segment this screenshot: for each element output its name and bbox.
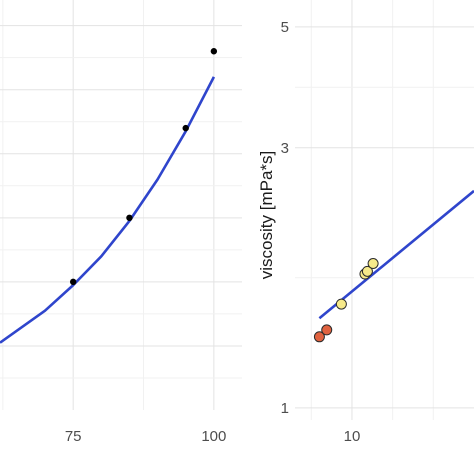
right-y-tick-label: 3 bbox=[281, 140, 289, 157]
left-points-group bbox=[69, 48, 218, 286]
y-axis-title: viscosity [mPa*s] bbox=[257, 151, 276, 279]
right-fit-line-group bbox=[318, 189, 474, 320]
left-fit-line-group bbox=[0, 76, 216, 344]
left-data-point bbox=[182, 124, 189, 132]
left-gridlines bbox=[0, 0, 242, 410]
left-data-point bbox=[69, 278, 77, 286]
left-data-point bbox=[126, 214, 133, 222]
right-data-point bbox=[361, 265, 373, 277]
right-chart-panel: 10 1 3 5 viscosity [mPa*s] bbox=[257, 0, 474, 445]
right-y-tick-labels: 1 3 5 bbox=[281, 19, 289, 417]
left-fit-line bbox=[0, 76, 216, 344]
right-points-group bbox=[313, 257, 379, 343]
left-chart-panel: 75 100 bbox=[0, 0, 242, 445]
left-x-tick-label: 75 bbox=[65, 428, 82, 445]
right-data-point bbox=[335, 298, 347, 310]
left-x-tick-label: 100 bbox=[201, 428, 226, 445]
right-x-tick-labels: 10 bbox=[344, 428, 361, 445]
right-data-point bbox=[321, 324, 333, 336]
right-y-tick-label: 1 bbox=[281, 400, 289, 417]
left-data-point bbox=[210, 48, 218, 55]
right-x-tick-label: 10 bbox=[344, 428, 361, 445]
right-data-point bbox=[367, 257, 379, 269]
left-x-tick-labels: 75 100 bbox=[65, 428, 227, 445]
right-gridlines bbox=[295, 0, 474, 420]
right-y-tick-label: 5 bbox=[281, 19, 289, 36]
right-data-point bbox=[313, 331, 325, 343]
right-fit-line bbox=[318, 189, 474, 320]
